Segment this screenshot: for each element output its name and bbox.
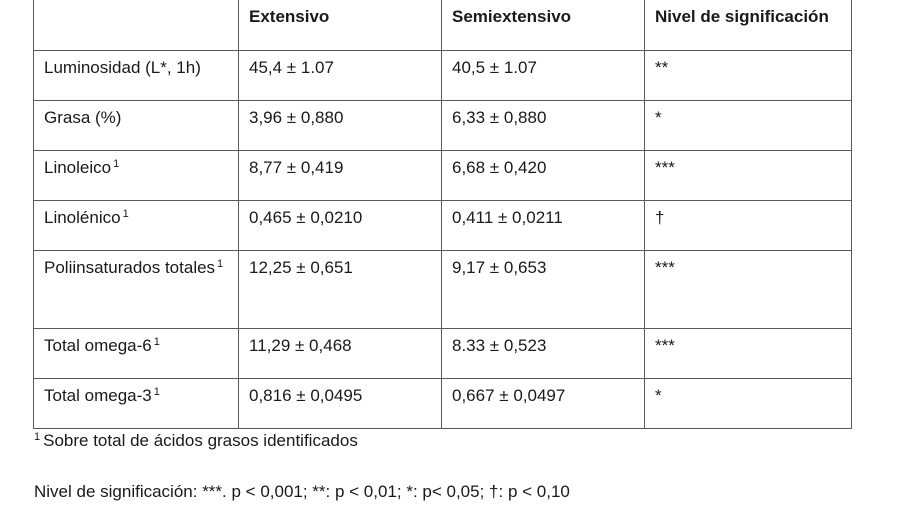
row-label: Total omega-6 <box>44 336 152 355</box>
extensivo-cell: 8,77 ± 0,419 <box>238 150 442 201</box>
row-label: Total omega-3 <box>44 386 152 405</box>
footnote-marker: 1 <box>217 258 224 270</box>
extensivo-cell: 0,465 ± 0,0210 <box>238 200 442 251</box>
semiextensivo-cell: 0,411 ± 0,0211 <box>441 200 645 251</box>
header-cell-semiextensivo: Semiextensivo <box>441 0 645 51</box>
footnote-marker: 1 <box>122 208 129 220</box>
footnote-marker: 1 <box>34 431 41 443</box>
legend-text: Nivel de significación: ***. p < 0,001; … <box>34 482 570 501</box>
table-row: Linolénico 1 0,465 ± 0,0210 0,411 ± 0,021… <box>33 200 852 251</box>
row-label: Grasa (%) <box>44 108 122 127</box>
row-label-cell: Total omega-6 1 <box>33 328 239 379</box>
extensivo-cell: 0,816 ± 0,0495 <box>238 378 442 429</box>
significacion-cell: *** <box>644 150 852 201</box>
semiextensivo-cell: 0,667 ± 0,0497 <box>441 378 645 429</box>
row-label: Linolénico <box>44 208 121 227</box>
table-row: Grasa (%) 3,96 ± 0,880 6,33 ± 0,880 * <box>33 100 852 151</box>
table-row: Linoleico 1 8,77 ± 0,419 6,68 ± 0,420 *** <box>33 150 852 201</box>
table-row: Total omega-6 1 11,29 ± 0,468 8.33 ± 0,52… <box>33 328 852 379</box>
semiextensivo-cell: 40,5 ± 1.07 <box>441 50 645 101</box>
extensivo-cell: 11,29 ± 0,468 <box>238 328 442 379</box>
semiextensivo-cell: 6,33 ± 0,880 <box>441 100 645 151</box>
significacion-cell: *** <box>644 250 852 329</box>
extensivo-cell: 12,25 ± 0,651 <box>238 250 442 329</box>
significance-legend: Nivel de significación: ***. p < 0,001; … <box>34 480 570 504</box>
significacion-cell: *** <box>644 328 852 379</box>
row-label-cell: Linolénico 1 <box>33 200 239 251</box>
significacion-cell: * <box>644 100 852 151</box>
semiextensivo-cell: 8.33 ± 0,523 <box>441 328 645 379</box>
table-row: Luminosidad (L*, 1h) 45,4 ± 1.07 40,5 ± … <box>33 50 852 101</box>
table-row: Total omega-3 1 0,816 ± 0,0495 0,667 ± 0,… <box>33 378 852 429</box>
header-cell-extensivo: Extensivo <box>238 0 442 51</box>
row-label-cell: Poliinsaturados totales 1 <box>33 250 239 329</box>
row-label: Linoleico <box>44 158 112 177</box>
footnote-marker: 1 <box>153 336 160 348</box>
header-cell-significacion: Nivel de significación <box>644 0 852 51</box>
table-header-row: Extensivo Semiextensivo Nivel de signifi… <box>33 0 852 51</box>
header-cell-empty <box>33 0 239 51</box>
row-label-cell: Linoleico 1 <box>33 150 239 201</box>
significacion-cell: † <box>644 200 852 251</box>
results-table: Extensivo Semiextensivo Nivel de signifi… <box>33 0 852 429</box>
row-label-cell: Grasa (%) <box>33 100 239 151</box>
significacion-cell: * <box>644 378 852 429</box>
row-label: Poliinsaturados totales <box>44 258 216 277</box>
footnote-marker: 1 <box>153 386 160 398</box>
footnote-marker: 1 <box>113 158 120 170</box>
table-footnote: 1 Sobre total de ácidos grasos identifica… <box>34 429 358 453</box>
extensivo-cell: 3,96 ± 0,880 <box>238 100 442 151</box>
semiextensivo-cell: 6,68 ± 0,420 <box>441 150 645 201</box>
row-label-cell: Total omega-3 1 <box>33 378 239 429</box>
table-row: Poliinsaturados totales 1 12,25 ± 0,651 9… <box>33 250 852 329</box>
significacion-cell: ** <box>644 50 852 101</box>
row-label-cell: Luminosidad (L*, 1h) <box>33 50 239 101</box>
semiextensivo-cell: 9,17 ± 0,653 <box>441 250 645 329</box>
footnote-text: Sobre total de ácidos grasos identificad… <box>43 431 358 450</box>
row-label: Luminosidad (L*, 1h) <box>44 58 201 77</box>
extensivo-cell: 45,4 ± 1.07 <box>238 50 442 101</box>
